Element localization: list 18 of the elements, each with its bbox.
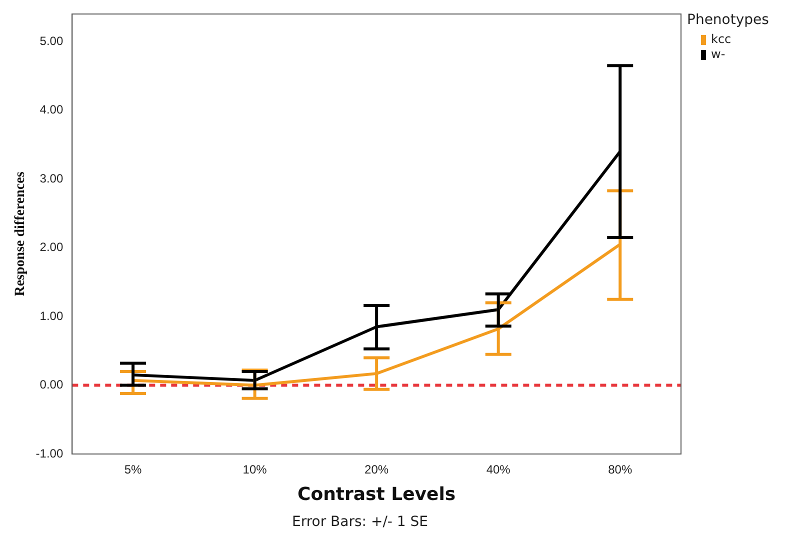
y-tick-label: 0.00 xyxy=(40,378,64,392)
x-tick-label: 20% xyxy=(364,462,389,477)
y-tick-label: 5.00 xyxy=(40,34,64,48)
x-axis-title: Contrast Levels xyxy=(298,484,456,505)
x-tick-label: 40% xyxy=(486,462,511,477)
y-tick-label: -1.00 xyxy=(36,446,64,460)
y-tick-label: 2.00 xyxy=(40,240,64,254)
y-tick-label: 3.00 xyxy=(40,171,64,186)
legend-label: kcc xyxy=(711,32,732,47)
legend-label: w- xyxy=(711,47,726,62)
text: Error Bars: +/- 1 SE xyxy=(290,514,429,530)
y-axis-title: Response differences xyxy=(13,171,28,296)
x-tick-label: 5% xyxy=(124,462,142,477)
x-tick-label: 80% xyxy=(608,462,632,477)
legend-title: Phenotypes xyxy=(687,12,770,28)
y-tick-label: 4.00 xyxy=(40,102,64,117)
y-tick-label: 1.00 xyxy=(40,308,64,323)
x-tick-label: 10% xyxy=(242,462,268,477)
